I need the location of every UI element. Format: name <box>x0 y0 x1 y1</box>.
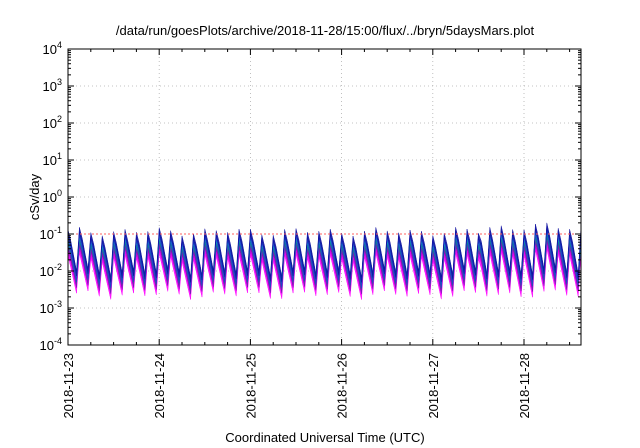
x-axis: 2018-11-23 2018-11-24 2018-11-25 2018-11-26… <box>61 49 571 419</box>
x-tick-label: 2018-11-25 <box>243 353 258 419</box>
y-tick-label: 103 <box>43 77 62 94</box>
x-tick-label: 2018-11-28 <box>517 353 532 419</box>
y-tick-label: 10-4 <box>40 336 62 353</box>
x-axis-label: Coordinated Universal Time (UTC) <box>225 430 424 445</box>
chart-title: /data/run/goesPlots/archive/2018-11-28/1… <box>116 23 535 38</box>
x-tick-label: 2018-11-24 <box>152 353 167 419</box>
y-tick-label: 104 <box>43 40 62 57</box>
y-tick-label: 10-1 <box>40 225 62 242</box>
x-tick-label: 2018-11-26 <box>335 353 350 419</box>
y-tick-label: 10-3 <box>40 299 62 316</box>
x-tick-label: 2018-11-23 <box>61 353 76 419</box>
x-tick-label: 2018-11-27 <box>426 353 441 419</box>
grid <box>68 49 581 345</box>
y-axis: 10-4 10-3 10-2 10-1 100 101 102 103 104 <box>40 40 581 353</box>
y-tick-label: 102 <box>43 114 62 131</box>
y-tick-label: 101 <box>43 151 62 168</box>
y-tick-label: 10-2 <box>40 262 62 279</box>
y-axis-label: cSv/day <box>27 173 42 220</box>
y-tick-label: 100 <box>43 188 62 205</box>
